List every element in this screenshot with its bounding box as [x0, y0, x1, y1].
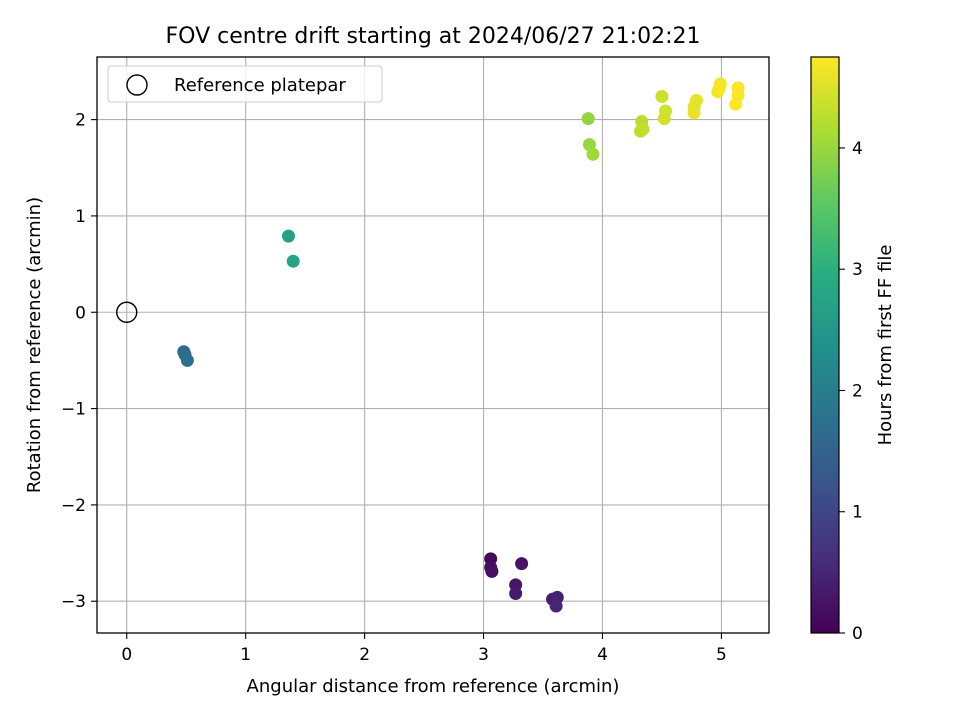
- x-tick-label: 4: [597, 645, 608, 665]
- reference-platepar-marker: [116, 301, 138, 323]
- data-point: [636, 122, 650, 136]
- colorbar: 0 1 2 3 4 Hours from first FF file: [810, 56, 896, 644]
- data-point: [729, 97, 743, 111]
- colorbar-tick-label: 4: [852, 139, 863, 159]
- data-point: [485, 564, 499, 578]
- grid: [97, 57, 769, 633]
- y-tick-label: 1: [75, 207, 86, 227]
- colorbar-tick-label: 0: [852, 624, 863, 644]
- y-tick-label: −2: [61, 496, 86, 516]
- y-tick-label: −1: [61, 400, 86, 420]
- x-axis-label: Angular distance from reference (arcmin): [247, 676, 620, 697]
- legend-marker-reference: [126, 74, 148, 96]
- data-point: [712, 82, 726, 96]
- data-point: [689, 93, 703, 107]
- x-tick-label: 3: [478, 645, 489, 665]
- data-point: [515, 557, 529, 571]
- colorbar-tick-label: 2: [852, 381, 863, 401]
- data-point: [281, 229, 295, 243]
- legend-box: [107, 65, 383, 103]
- y-tick-label: 0: [75, 303, 86, 323]
- data-point: [687, 106, 701, 120]
- chart-title: FOV centre drift starting at 2024/06/27 …: [166, 24, 701, 49]
- data-point: [286, 254, 300, 268]
- x-tick-label: 1: [240, 645, 251, 665]
- legend-label-reference: Reference platepar: [174, 75, 346, 96]
- x-tick-label: 5: [716, 645, 727, 665]
- data-points: [116, 77, 745, 613]
- y-tick-label: −3: [61, 592, 86, 612]
- axis-ticks: 0 1 2 3 4 5 −3 −2 −1 0 1 2: [61, 111, 727, 665]
- y-tick-label: 2: [75, 111, 86, 131]
- data-point: [655, 89, 669, 103]
- colorbar-tick-label: 1: [852, 503, 863, 523]
- x-tick-label: 0: [121, 645, 132, 665]
- legend: Reference platepar: [107, 65, 383, 103]
- data-point: [549, 599, 563, 613]
- data-point: [180, 353, 194, 367]
- data-point: [657, 112, 671, 126]
- data-point: [581, 112, 595, 126]
- colorbar-tick-label: 3: [852, 260, 863, 280]
- colorbar-label: Hours from first FF file: [875, 245, 896, 446]
- colorbar-gradient: [810, 56, 840, 634]
- data-point: [509, 587, 523, 601]
- x-tick-label: 2: [359, 645, 370, 665]
- y-axis-label: Rotation from reference (arcmin): [24, 197, 45, 493]
- colorbar-ticks: 0 1 2 3 4: [839, 139, 863, 644]
- plot-frame: [96, 56, 770, 634]
- data-point: [586, 147, 600, 161]
